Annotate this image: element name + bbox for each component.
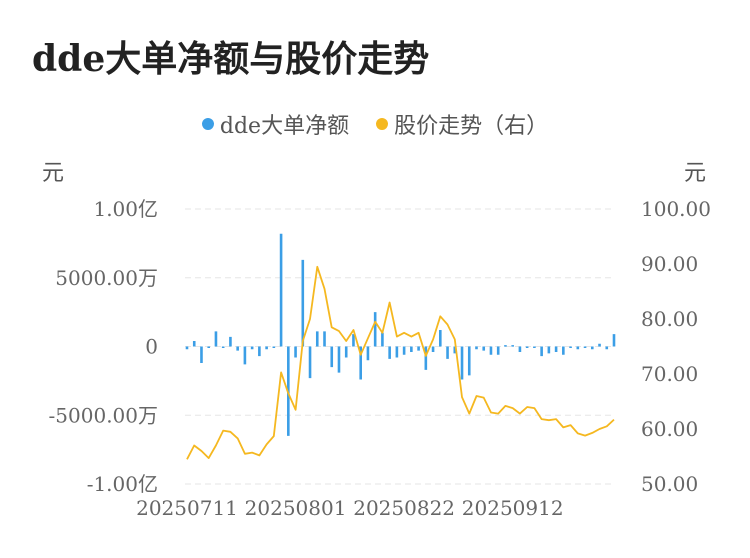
bar-23 (352, 334, 355, 347)
legend: dde大单净额 股价走势（右） (0, 108, 750, 140)
bar-8 (243, 346, 247, 365)
bar-36 (446, 346, 449, 359)
x-axis: 20250711 20250801 20250822 20250912 (136, 496, 563, 520)
legend-item-price[interactable]: 股价走势（右） (376, 108, 548, 140)
bar-17 (308, 346, 312, 379)
bar-46 (518, 346, 522, 352)
price-line (186, 265, 615, 460)
x-tick-label: 20250912 (462, 496, 564, 520)
right-tick-label: 70.00 (641, 362, 698, 386)
x-tick-label: 20250801 (245, 496, 347, 520)
left-tick-label: -5000.00万 (49, 403, 158, 427)
bar-12 (272, 346, 276, 348)
right-tick-label: 90.00 (641, 252, 698, 276)
bar-1 (192, 341, 196, 347)
legend-dot-price (376, 118, 389, 130)
bar-37 (453, 346, 457, 354)
line-series (186, 265, 615, 460)
bar-7 (236, 346, 239, 351)
bar-48 (533, 346, 536, 348)
bar-40 (475, 346, 478, 350)
bar-42 (489, 346, 493, 355)
bar-43 (496, 346, 500, 355)
bar-45 (511, 345, 514, 347)
bar-6 (229, 336, 232, 347)
bar-55 (583, 346, 587, 348)
bar-25 (366, 346, 370, 361)
bar-47 (525, 346, 529, 348)
bar-22 (344, 346, 348, 358)
bar-52 (562, 346, 565, 355)
left-tick-label: 0 (145, 335, 158, 359)
legend-dot-dde (201, 118, 214, 130)
bar-0 (185, 346, 189, 350)
right-tick-label: 60.00 (641, 417, 698, 441)
x-tick-label: 20250822 (353, 496, 455, 520)
bar-41 (482, 346, 486, 351)
right-axis-unit: 元 (684, 161, 707, 186)
bar-10 (258, 346, 261, 357)
legend-label-dde: dde大单净额 (219, 114, 350, 139)
bar-series (185, 233, 616, 436)
bar-38 (460, 346, 464, 380)
left-axis: 1.00亿 5000.00万 0 -5000.00万 -1.00亿 (49, 197, 158, 496)
bar-34 (431, 346, 435, 352)
bar-33 (424, 346, 428, 370)
bar-44 (504, 345, 507, 347)
legend-label-price: 股价走势（右） (394, 114, 549, 139)
right-axis: 100.00 90.00 80.00 70.00 60.00 50.00 (641, 197, 711, 496)
bar-16 (301, 259, 305, 347)
bar-19 (323, 331, 326, 347)
bar-31 (410, 346, 413, 352)
bar-58 (605, 346, 609, 350)
left-axis-unit: 元 (42, 161, 65, 186)
bar-49 (540, 346, 543, 357)
bar-13 (279, 233, 283, 347)
bar-51 (554, 346, 558, 352)
bar-32 (417, 346, 420, 351)
bar-35 (439, 330, 442, 347)
bar-50 (547, 346, 551, 354)
left-tick-label: 5000.00万 (55, 266, 158, 290)
bar-2 (200, 346, 203, 363)
bar-4 (214, 331, 218, 347)
right-tick-label: 80.00 (641, 307, 698, 331)
legend-item-dde[interactable]: dde大单净额 (201, 108, 350, 140)
left-tick-label: 1.00亿 (93, 197, 158, 221)
left-tick-label: -1.00亿 (87, 472, 158, 496)
right-tick-label: 100.00 (641, 197, 711, 221)
bar-54 (576, 346, 580, 350)
bar-29 (395, 346, 399, 358)
bar-9 (250, 346, 254, 350)
bar-30 (402, 346, 406, 355)
bar-11 (265, 346, 268, 350)
x-tick-label: 20250711 (136, 496, 238, 520)
bar-53 (569, 346, 572, 348)
bar-57 (598, 343, 601, 347)
bar-20 (330, 346, 334, 368)
bar-24 (359, 346, 362, 380)
right-tick-label: 50.00 (641, 472, 698, 496)
bar-21 (337, 346, 341, 373)
chart-title: dde大单净额与股价走势 (32, 38, 430, 80)
grid-lines (185, 208, 614, 485)
bar-26 (373, 312, 377, 347)
bar-56 (590, 346, 594, 350)
bar-27 (381, 332, 384, 347)
bar-39 (467, 346, 471, 376)
bar-15 (294, 346, 297, 358)
bar-3 (207, 346, 211, 348)
bar-59 (612, 334, 616, 347)
bar-28 (388, 346, 391, 359)
bar-18 (315, 331, 319, 347)
bar-5 (221, 346, 225, 348)
